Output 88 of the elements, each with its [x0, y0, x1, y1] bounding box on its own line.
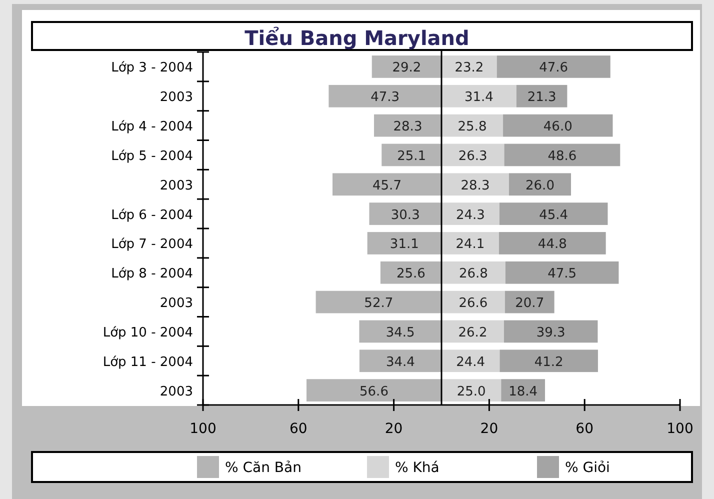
bar — [372, 56, 442, 78]
y-tick-label: Lớp 3 - 2004 — [111, 60, 193, 76]
x-tick-label: 60 — [289, 421, 308, 437]
data-label: 28.3 — [460, 178, 490, 194]
data-label: 20.7 — [515, 296, 544, 312]
data-label: 26.6 — [458, 296, 488, 312]
y-tick-label: Lớp 5 - 2004 — [111, 148, 193, 164]
chart-title: Tiểu Bang Maryland — [244, 26, 470, 50]
bar — [306, 379, 442, 402]
x-tick-label: 60 — [576, 421, 594, 437]
data-label: 26.0 — [526, 178, 554, 194]
bar — [500, 350, 598, 372]
y-tick-label: 2003 — [160, 384, 193, 400]
bar — [442, 232, 499, 254]
data-label: 24.3 — [456, 208, 485, 223]
x-tick-label: 100 — [666, 421, 694, 437]
bar — [508, 173, 572, 196]
y-tick-label: Lớp 8 - 2004 — [111, 266, 193, 282]
legend-label: % Khá — [395, 460, 440, 476]
data-label: 46.0 — [543, 120, 572, 135]
y-tick-label: Lớp 6 - 2004 — [111, 208, 193, 223]
y-tick-label: 2003 — [160, 90, 193, 106]
data-label: 45.7 — [372, 178, 402, 194]
data-label: 26.8 — [458, 266, 488, 282]
x-tick-label: 20 — [384, 421, 403, 437]
x-tick-label: 100 — [190, 421, 216, 437]
data-label: 26.3 — [458, 148, 488, 164]
bar — [367, 232, 442, 254]
bar — [374, 114, 442, 137]
data-label: 45.4 — [539, 208, 568, 223]
data-label: 44.8 — [538, 237, 567, 252]
data-label: 47.3 — [370, 90, 400, 106]
bar — [359, 320, 442, 343]
bar — [442, 261, 506, 284]
bar — [504, 144, 620, 166]
y-tick-label: 2003 — [160, 178, 193, 194]
data-label: 31.1 — [390, 237, 419, 252]
data-label: 41.2 — [534, 354, 564, 370]
bar — [498, 232, 606, 254]
bar — [442, 173, 509, 196]
bar — [382, 144, 442, 166]
data-label: 47.5 — [548, 266, 577, 282]
y-tick-label: Lớp 11 - 2004 — [102, 354, 193, 370]
x-tick-label: 20 — [480, 421, 498, 437]
data-label: 25.1 — [397, 148, 426, 164]
data-label: 34.5 — [386, 325, 415, 340]
bar — [359, 350, 442, 372]
y-tick-label: Lớp 4 - 2004 — [111, 120, 193, 135]
bar — [380, 261, 442, 284]
legend-label: % Căn Bản — [225, 460, 302, 476]
data-label: 21.3 — [527, 90, 556, 106]
bar — [516, 84, 568, 108]
data-label: 34.4 — [386, 354, 415, 370]
data-label: 25.6 — [396, 266, 426, 282]
data-label: 52.7 — [364, 296, 394, 312]
bar — [503, 114, 613, 137]
bar — [504, 320, 598, 343]
bar — [316, 290, 442, 314]
bar — [499, 202, 608, 225]
bar — [332, 173, 442, 196]
y-tick-label: 2003 — [160, 296, 193, 312]
bar — [442, 379, 502, 402]
data-label: 30.3 — [390, 208, 420, 223]
data-label: 28.3 — [393, 120, 422, 135]
data-label: 26.2 — [458, 325, 488, 340]
data-label: 24.1 — [456, 237, 485, 252]
data-label: 25.8 — [458, 120, 487, 135]
y-tick-label: Lớp 10 - 2004 — [102, 325, 193, 340]
data-label: 25.0 — [456, 384, 486, 400]
bar — [442, 202, 500, 225]
bar — [442, 84, 516, 108]
data-label: 31.4 — [464, 90, 494, 106]
data-label: 56.6 — [360, 384, 388, 400]
bar — [442, 56, 497, 78]
bar — [328, 84, 442, 108]
data-label: 23.2 — [454, 60, 484, 76]
bar — [505, 261, 619, 284]
bar — [442, 350, 500, 372]
data-label: 18.4 — [508, 384, 538, 400]
y-tick-label: Lớp 7 - 2004 — [111, 237, 193, 252]
bar — [496, 56, 610, 78]
data-label: 48.6 — [548, 148, 577, 164]
legend-label: % Giỏi — [565, 460, 610, 476]
data-label: 39.3 — [536, 325, 566, 340]
bar — [369, 202, 442, 225]
data-label: 24.4 — [456, 354, 486, 370]
data-label: 29.2 — [392, 60, 422, 76]
data-label: 47.6 — [539, 60, 568, 76]
